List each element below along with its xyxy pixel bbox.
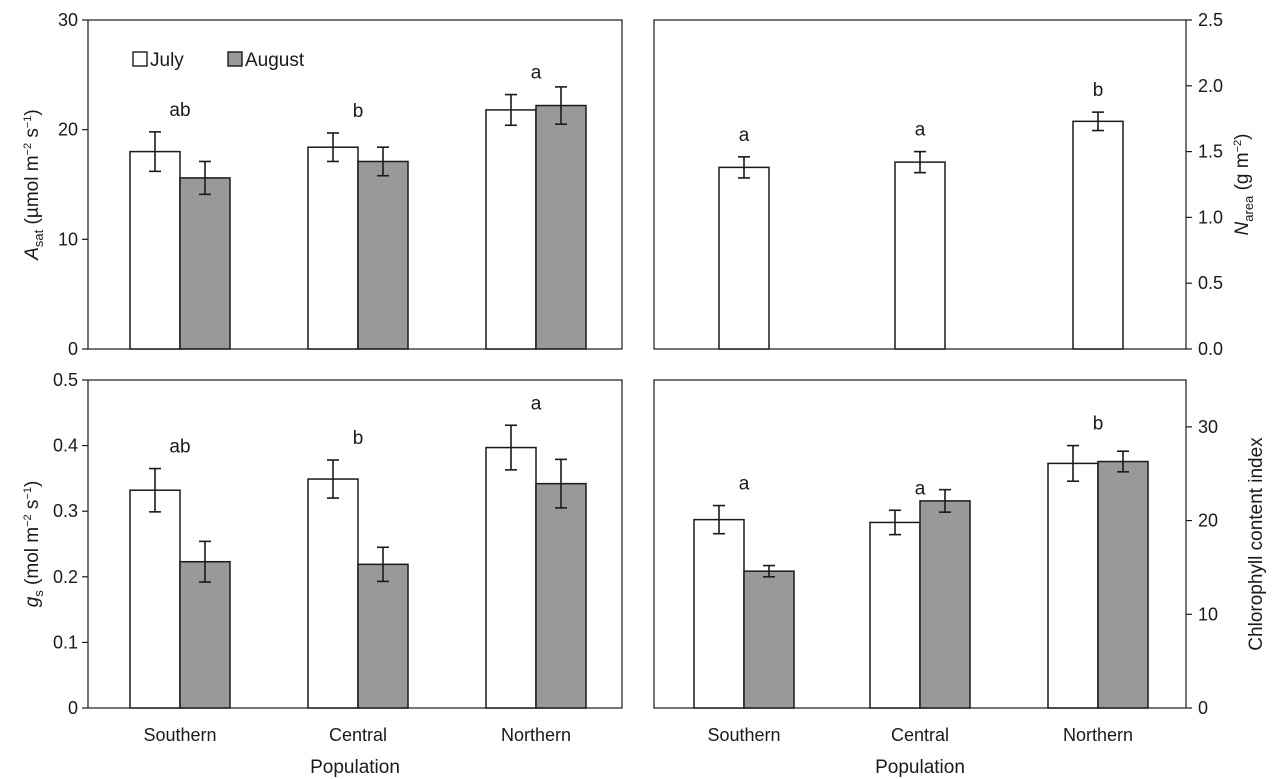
bar-july-northern: [485, 446, 537, 709]
y-tick-label: 0.3: [53, 501, 78, 521]
x-category-label: Southern: [143, 725, 216, 745]
y-tick-label: 20: [58, 120, 78, 140]
y-tick-label: 20: [1198, 511, 1218, 531]
y-tick-label: 30: [1198, 417, 1218, 437]
panel-gs: 0 0.1 0.2 0.3 0.4 0.5 ab b a Southern Central North…: [22, 370, 623, 778]
bar-august-northern: [535, 104, 587, 350]
y-tick-label: 0.2: [53, 567, 78, 587]
x-axis-title: Population: [875, 757, 965, 778]
bar-july-southern: [693, 518, 745, 709]
x-category-label: Northern: [501, 725, 571, 745]
bar-july-northern: [485, 109, 537, 350]
legend-label-august: August: [245, 50, 305, 71]
bar-august-central: [357, 563, 409, 709]
x-category-label: Northern: [1063, 725, 1133, 745]
significance-letter: a: [531, 63, 542, 84]
significance-letter: ab: [169, 437, 190, 458]
legend: July August: [132, 50, 305, 71]
legend-swatch-august: [227, 51, 243, 67]
panel-narea: 0.0 0.5 1.0 1.5 2.0 2.5 a a b Narea (g m−2): [653, 10, 1256, 359]
bar-value-central: [894, 161, 946, 350]
bar-value-northern: [1072, 120, 1124, 350]
y-tick-label: 0.1: [53, 632, 78, 652]
bar-july-central: [307, 478, 359, 709]
legend-swatch-july: [132, 51, 148, 67]
legend-label-july: July: [150, 50, 184, 71]
y-tick-label: 0: [68, 339, 78, 359]
significance-letter: b: [353, 101, 364, 122]
significance-letter: a: [739, 474, 750, 495]
bar-august-central: [357, 160, 409, 350]
y-axis-title: Chlorophyll content index: [1246, 437, 1267, 651]
significance-letter: a: [915, 478, 926, 499]
y-axis-title: Narea (g m−2): [1232, 134, 1256, 236]
bar-value-southern: [718, 166, 770, 350]
significance-letter: a: [531, 393, 542, 414]
bar-july-southern: [129, 489, 181, 709]
bar-august-northern: [1097, 460, 1149, 709]
x-category-label: Central: [329, 725, 387, 745]
bar-july-northern: [1047, 462, 1099, 709]
bar-july-central: [307, 146, 359, 350]
y-axis-title: gs (mol m−2 s−1): [22, 481, 46, 608]
y-tick-label: 1.0: [1198, 207, 1223, 227]
y-axis-title: Asat (µmol m−2 s−1): [22, 109, 46, 261]
y-tick-label: 0: [1198, 698, 1208, 718]
x-category-label: Central: [891, 725, 949, 745]
y-tick-label: 10: [58, 229, 78, 249]
bar-august-northern: [535, 482, 587, 709]
y-tick-label: 1.5: [1198, 142, 1223, 162]
x-axis-title: Population: [310, 757, 400, 778]
bar-august-southern: [743, 570, 795, 709]
y-tick-label: 2.5: [1198, 10, 1223, 30]
y-tick-label: 0.0: [1198, 339, 1223, 359]
significance-letter: b: [1093, 414, 1104, 435]
y-tick-label: 2.0: [1198, 76, 1223, 96]
bar-august-southern: [179, 560, 231, 709]
y-tick-label: 0.5: [1198, 273, 1223, 293]
bar-july-central: [869, 521, 921, 709]
y-tick-label: 10: [1198, 604, 1218, 624]
bar-august-southern: [179, 177, 231, 350]
y-tick-label: 0.4: [53, 436, 78, 456]
y-tick-label: 0: [68, 698, 78, 718]
panel-chl: 0 10 20 30 a a b Southern Central Northern Populat…: [653, 379, 1267, 778]
panel-asat: 0 10 20 30 ab b a Asat (µmol m−2 s−1) July August: [22, 10, 623, 359]
y-tick-label: 0.5: [53, 370, 78, 390]
x-category-label: Southern: [707, 725, 780, 745]
y-tick-label: 30: [58, 10, 78, 30]
bar-july-southern: [129, 150, 181, 350]
bar-august-central: [919, 500, 971, 709]
significance-letter: a: [739, 125, 750, 146]
significance-letter: a: [915, 120, 926, 141]
significance-letter: ab: [169, 100, 190, 121]
significance-letter: b: [353, 428, 364, 449]
significance-letter: b: [1093, 80, 1104, 101]
